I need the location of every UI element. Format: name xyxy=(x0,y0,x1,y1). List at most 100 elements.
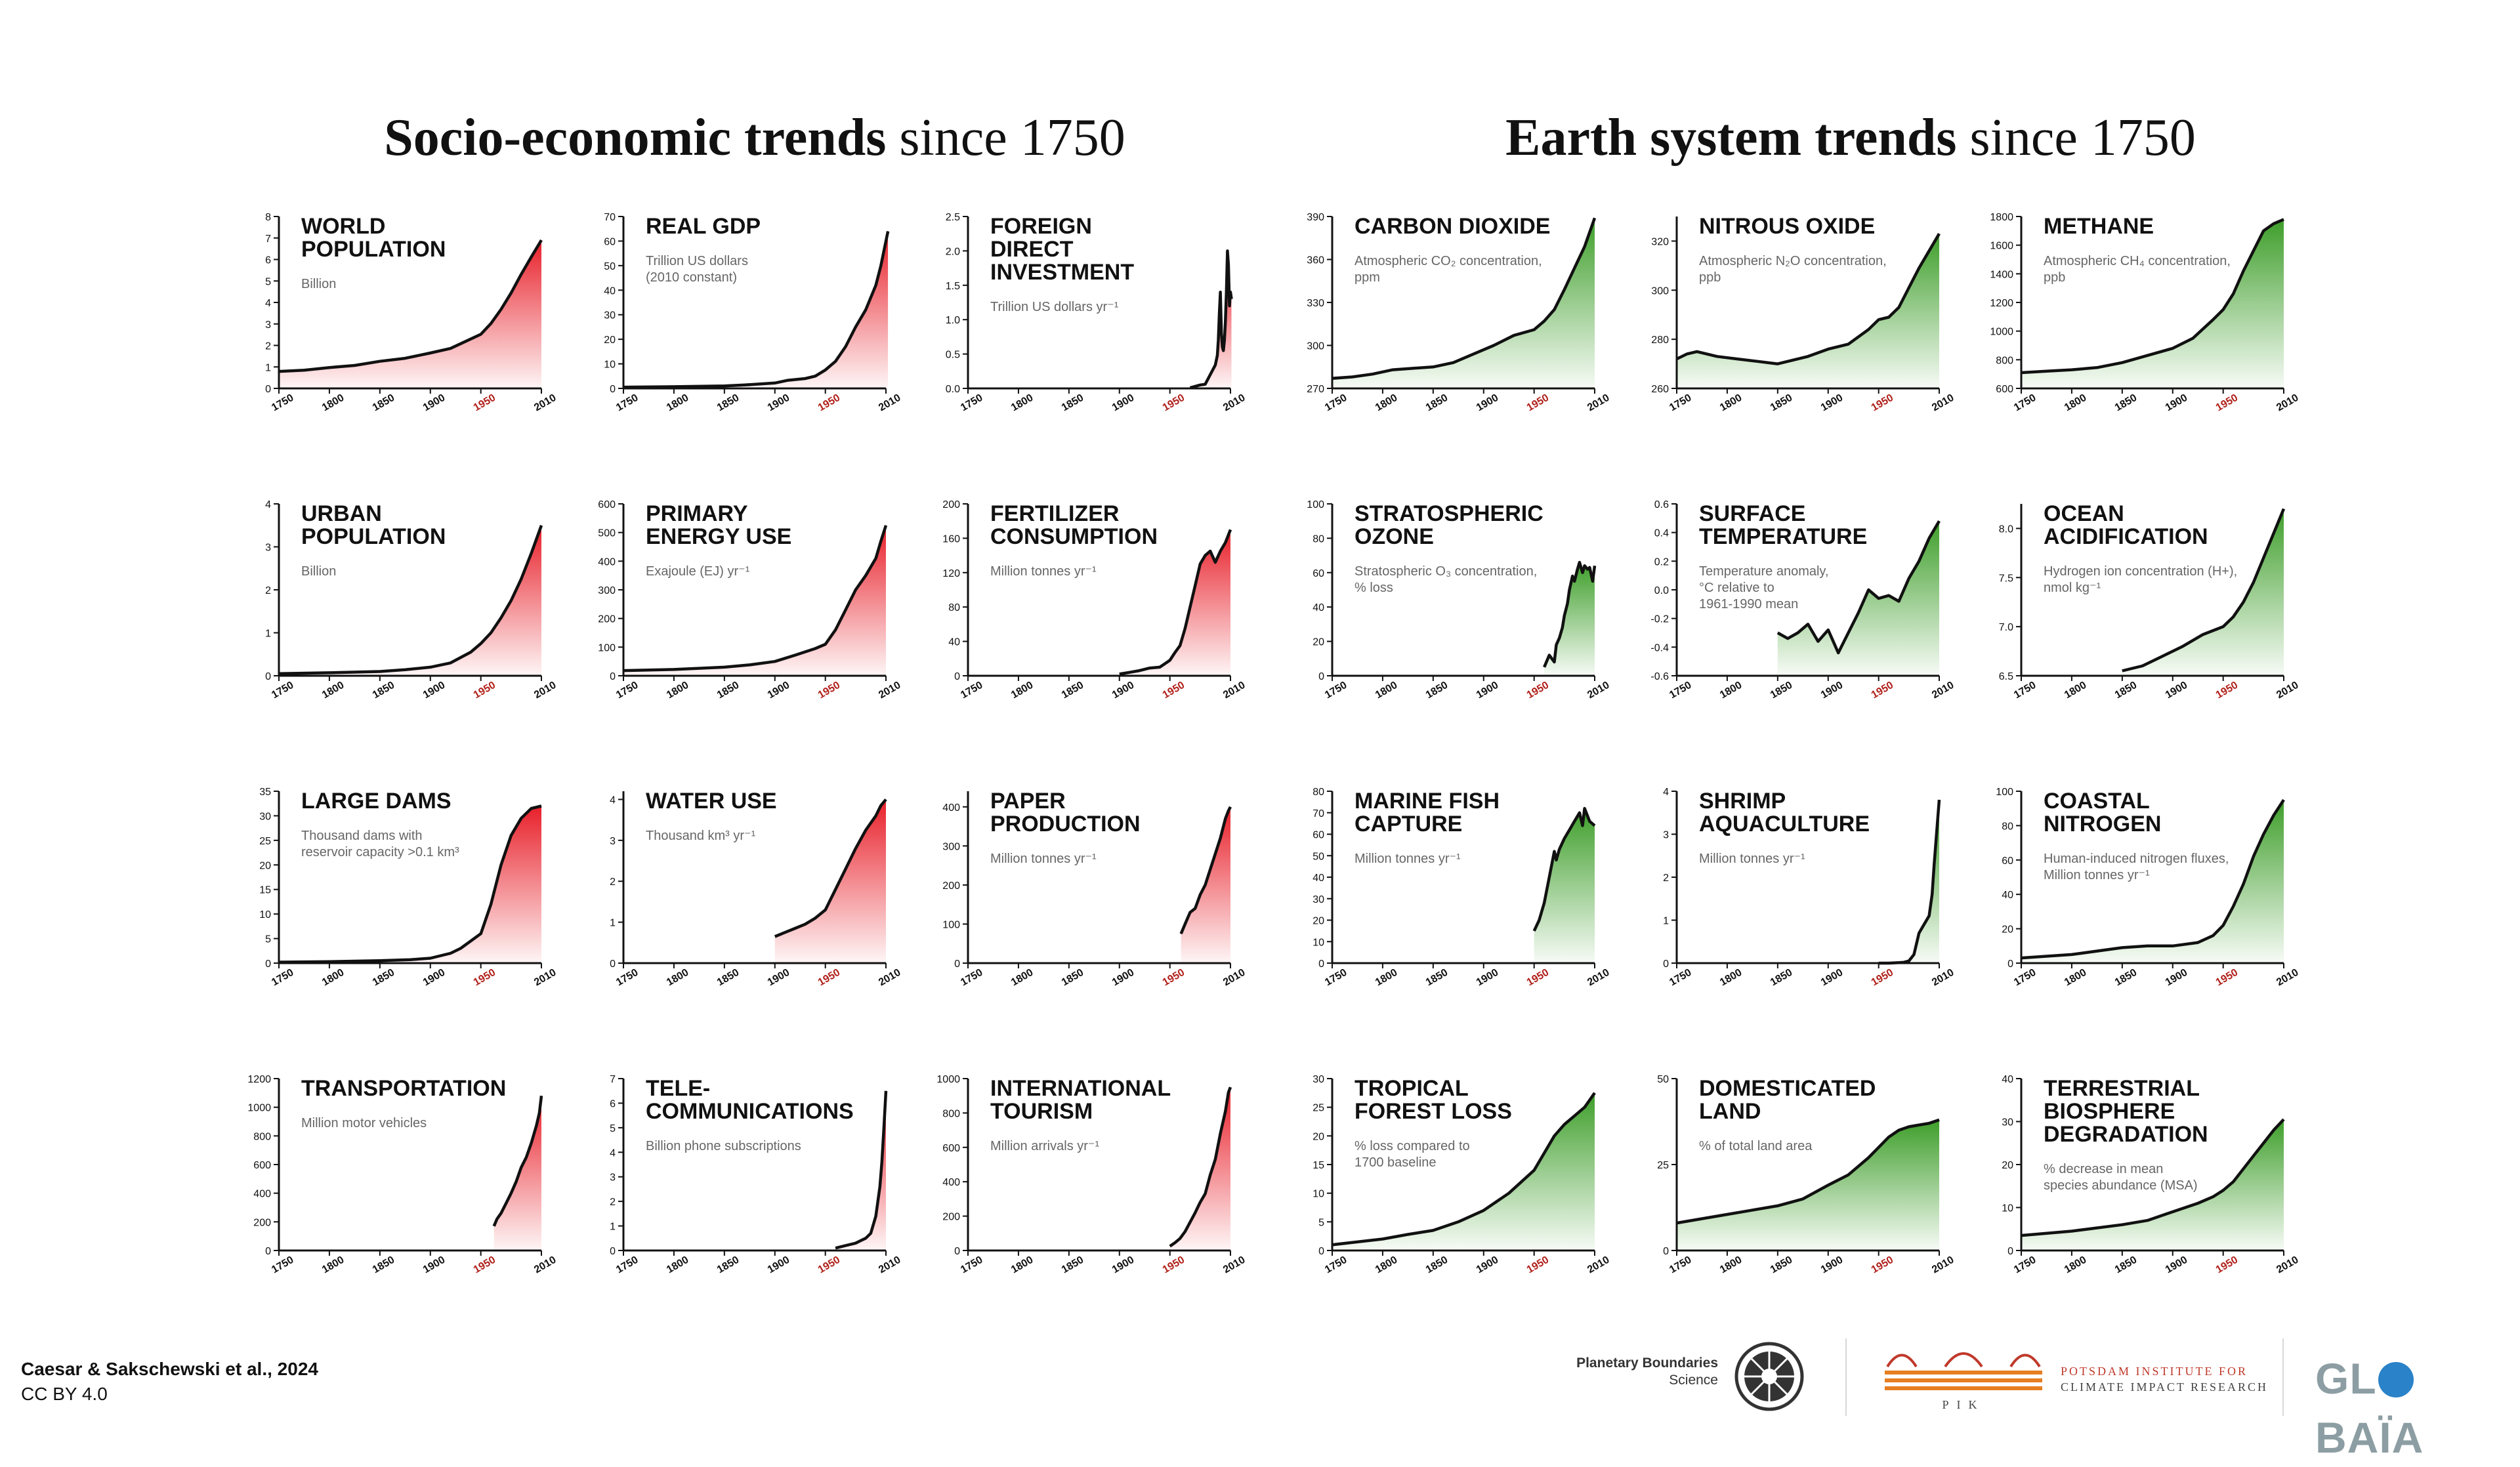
y-tick-label: 360 xyxy=(1307,255,1324,266)
series-area xyxy=(623,525,886,676)
y-tick-label: 300 xyxy=(598,585,616,596)
y-tick-label: 0 xyxy=(1663,959,1669,970)
x-tick-label: 1850 xyxy=(1424,680,1450,701)
x-tick-label: 1900 xyxy=(1110,392,1136,414)
y-tick-label: 3 xyxy=(265,543,271,554)
y-tick-label: 4 xyxy=(610,1147,616,1159)
y-tick-label: 0 xyxy=(610,959,616,970)
y-tick-label: 0 xyxy=(265,671,271,682)
x-tick-label: 2010 xyxy=(1930,967,1956,989)
y-tick-label: 100 xyxy=(1996,787,2013,798)
y-tick-label: 20 xyxy=(1312,1131,1324,1142)
series-line xyxy=(278,239,543,373)
chart-urban-population: 0 1 2 3 4 1750 1800 1850 1900 1950 2010 URBANPOPULA… xyxy=(265,499,558,701)
pbs-line2: Science xyxy=(1669,1373,1718,1388)
series-line xyxy=(278,525,543,675)
planetary-boundaries-icon xyxy=(1734,1342,1804,1411)
y-tick-label: 0 xyxy=(610,384,616,395)
y-tick-label: 70 xyxy=(1312,808,1324,819)
chart-domesticated-land: 0 25 50 1750 1800 1850 1900 1950 2010 DOMESTICATE… xyxy=(1657,1074,1956,1275)
x-tick-label: 1900 xyxy=(766,680,791,701)
y-tick-label: 7.0 xyxy=(1999,622,2013,633)
y-tick-label: 0 xyxy=(2007,1246,2013,1257)
chart-methane: 600 800 1000 1200 1400 1600 1800 1750 1800 1850 19… xyxy=(1990,212,2300,413)
series-area xyxy=(835,1090,886,1250)
chart-unit-line: % of total land area xyxy=(1699,1139,1813,1153)
chart-unit-line: ppb xyxy=(2044,270,2065,285)
y-tick-label: -0.2 xyxy=(1650,614,1669,625)
x-tick-label-highlight: 1950 xyxy=(1525,967,1551,989)
y-tick-label: 30 xyxy=(259,811,271,822)
x-tick-label: 1850 xyxy=(2113,1254,2139,1276)
chart-nitrous-oxide: 260 280 300 320 1750 1800 1850 1900 1950 2010 NITR… xyxy=(1651,214,1956,413)
series-line xyxy=(1189,249,1233,390)
x-tick-label: 1800 xyxy=(665,967,690,989)
x-tick-label-highlight: 1950 xyxy=(472,392,497,414)
y-tick-label: 6 xyxy=(610,1098,616,1109)
y-tick-label: 600 xyxy=(253,1160,271,1171)
y-tick-label: 0 xyxy=(1663,1246,1669,1257)
series-area xyxy=(279,525,541,676)
y-tick-label: 80 xyxy=(1312,787,1324,798)
chart-carbon-dioxide: 270 300 330 360 390 1750 1800 1850 1900 1950 2010 C… xyxy=(1307,212,1611,413)
x-tick-label: 1750 xyxy=(270,680,295,701)
x-tick-label: 1900 xyxy=(421,680,447,701)
y-tick-label: 1400 xyxy=(1990,269,2013,280)
y-tick-label: 200 xyxy=(253,1217,271,1228)
x-tick-label: 1850 xyxy=(371,1254,396,1276)
y-tick-label: 1800 xyxy=(1990,212,2013,223)
x-tick-label: 1750 xyxy=(959,680,984,701)
x-tick-label: 1800 xyxy=(1374,680,1399,701)
chart-unit-line: Million tonnes yr⁻¹ xyxy=(990,852,1097,866)
x-tick-label: 1750 xyxy=(270,1254,295,1276)
y-tick-label: 0 xyxy=(954,671,960,682)
y-tick-label: 20 xyxy=(1312,916,1324,927)
chart-unit-line: Million tonnes yr⁻¹ xyxy=(1354,852,1461,866)
y-tick-label: 0 xyxy=(954,1246,960,1257)
x-tick-label: 1900 xyxy=(2164,967,2189,989)
chart-title-line: METHANE xyxy=(2044,214,2154,239)
y-tick-label: 10 xyxy=(604,360,616,371)
y-tick-label: 160 xyxy=(942,533,960,545)
x-tick-label: 1750 xyxy=(614,1254,640,1276)
planetary-boundaries-logo-text: Planetary Boundaries Science xyxy=(1574,1355,1718,1389)
y-tick-label: 6.5 xyxy=(1999,671,2013,682)
socio-title-bold: Socio-economic trends xyxy=(384,109,887,167)
chart-title-line: TELE- xyxy=(646,1076,710,1101)
x-tick-label: 1850 xyxy=(715,1254,741,1276)
chart-title-line: SHRIMP xyxy=(1699,789,1786,814)
chart-unit-line: % decrease in mean xyxy=(2044,1162,2163,1176)
series-line xyxy=(1776,520,1941,655)
x-tick-label: 1750 xyxy=(959,392,984,414)
x-tick-label-highlight: 1950 xyxy=(1161,680,1186,701)
y-tick-label: 1 xyxy=(610,918,616,929)
y-tick-label: 80 xyxy=(948,602,960,613)
chart-title-line: FERTILIZER xyxy=(990,501,1119,526)
y-tick-label: 100 xyxy=(942,919,960,930)
y-tick-label: 1 xyxy=(1663,916,1669,927)
series-line xyxy=(2021,798,2285,960)
chart-title-line: MARINE FISH xyxy=(1354,789,1500,814)
chart-unit-line: 1700 baseline xyxy=(1354,1155,1437,1170)
logo-divider-1 xyxy=(1845,1338,1847,1416)
x-tick-label-highlight: 1950 xyxy=(472,680,497,701)
y-tick-label: 25 xyxy=(1657,1160,1669,1171)
x-tick-label-highlight: 1950 xyxy=(1525,392,1551,414)
x-tick-label: 2010 xyxy=(1930,392,1956,414)
chart-water-use: 0 1 2 3 4 1750 1800 1850 1900 1950 2010 WATER USE Th… xyxy=(610,789,902,988)
chart-ocean-acidification: 6.5 7.0 7.5 8.0 1750 1800 1850 1900 1950 2010 OCEA… xyxy=(1999,501,2301,701)
y-tick-label: 8.0 xyxy=(1999,524,2013,535)
y-tick-label: 0.0 xyxy=(1654,585,1669,596)
chart-unit-line: % loss xyxy=(1354,581,1393,595)
y-tick-label: 0 xyxy=(265,959,271,970)
y-tick-label: 2.5 xyxy=(946,212,960,223)
y-tick-label: 60 xyxy=(604,236,616,247)
y-tick-label: 25 xyxy=(1312,1103,1324,1114)
x-tick-label: 1750 xyxy=(1668,1254,1693,1276)
y-tick-label: 5 xyxy=(265,276,271,287)
x-tick-label: 2010 xyxy=(2275,392,2300,414)
chart-unit-line: Thousand km³ yr⁻¹ xyxy=(646,829,756,843)
chart-tele-communications: 0 1 2 3 4 5 6 7 1750 1800 1850 1900 1950 2010 TELE-COM… xyxy=(610,1074,902,1275)
x-tick-label: 1750 xyxy=(1668,967,1693,989)
